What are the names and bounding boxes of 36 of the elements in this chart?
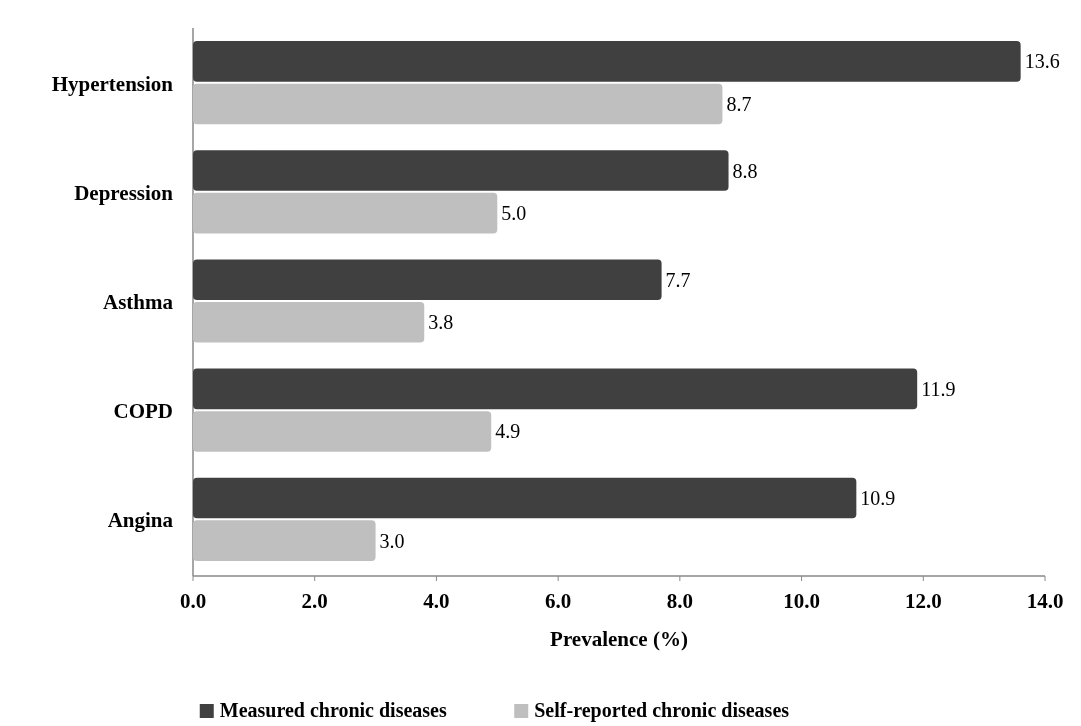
bar xyxy=(193,477,857,519)
data-label: 7.7 xyxy=(665,268,691,291)
bar xyxy=(193,259,662,300)
x-tick-label: 4.0 xyxy=(423,589,450,613)
data-label: 3.0 xyxy=(379,529,405,552)
bar xyxy=(193,41,1021,82)
x-tick-label: 6.0 xyxy=(545,589,572,613)
x-tick-label: 12.0 xyxy=(904,589,942,613)
x-axis-title: Prevalence (%) xyxy=(550,627,688,651)
data-label: 8.7 xyxy=(726,92,752,115)
y-tick-label: Hypertension xyxy=(51,71,174,96)
legend-label: Self-reported chronic diseases xyxy=(534,699,790,722)
y-tick-label: Asthma xyxy=(102,290,174,314)
x-tick-label: 14.0 xyxy=(1026,589,1064,613)
bar xyxy=(193,83,723,125)
y-tick-label: Angina xyxy=(107,508,174,533)
data-label: 8.8 xyxy=(732,159,758,182)
x-tick-label: 10.0 xyxy=(783,589,820,613)
data-label: 10.9 xyxy=(860,487,896,510)
y-tick-label: COPD xyxy=(113,399,173,424)
legend-label: Measured chronic diseases xyxy=(219,699,447,721)
bar xyxy=(193,150,729,191)
data-label: 3.8 xyxy=(428,311,454,334)
data-label: 13.6 xyxy=(1024,50,1060,73)
x-tick-label: 8.0 xyxy=(666,589,693,613)
data-label: 11.9 xyxy=(921,377,956,400)
data-label: 4.9 xyxy=(495,420,521,443)
data-label: 5.0 xyxy=(501,202,527,225)
bar xyxy=(193,302,425,343)
bar xyxy=(193,411,492,452)
bar xyxy=(193,520,376,561)
bar xyxy=(193,192,498,234)
x-tick-label: 2.0 xyxy=(301,589,328,613)
y-tick-label: Depression xyxy=(74,180,174,205)
x-tick-label: 0.0 xyxy=(179,589,207,613)
bar xyxy=(193,368,918,410)
